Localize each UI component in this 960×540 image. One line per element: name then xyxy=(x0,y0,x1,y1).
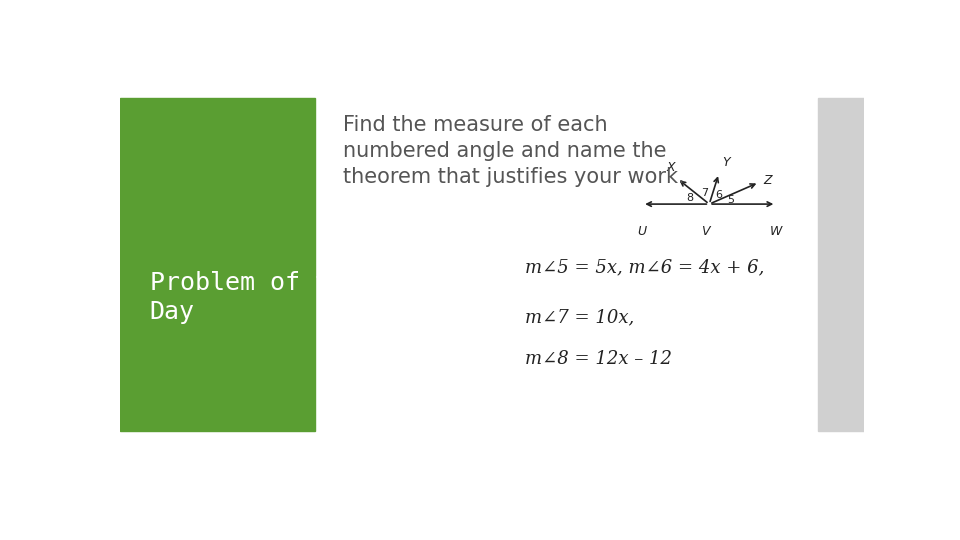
Bar xyxy=(120,98,315,431)
Text: V: V xyxy=(701,225,709,238)
Text: 8: 8 xyxy=(686,193,693,203)
Text: Z: Z xyxy=(764,174,773,187)
Text: Find the measure of each
numbered angle and name the
theorem that justifies your: Find the measure of each numbered angle … xyxy=(344,114,684,187)
Text: m∠8 = 12x – 12: m∠8 = 12x – 12 xyxy=(525,349,672,368)
Text: X: X xyxy=(667,160,676,173)
Text: m∠5 = 5x, m∠6 = 4x + 6,: m∠5 = 5x, m∠6 = 4x + 6, xyxy=(525,258,765,276)
Text: U: U xyxy=(637,225,647,238)
Text: m∠7 = 10x,: m∠7 = 10x, xyxy=(525,308,635,326)
Text: 7: 7 xyxy=(701,188,708,198)
Text: 5: 5 xyxy=(727,195,734,205)
Text: 6: 6 xyxy=(715,190,723,200)
Bar xyxy=(818,98,864,431)
Text: Y: Y xyxy=(723,156,731,169)
Text: W: W xyxy=(770,225,782,238)
Text: Problem of the
Day: Problem of the Day xyxy=(150,271,360,325)
